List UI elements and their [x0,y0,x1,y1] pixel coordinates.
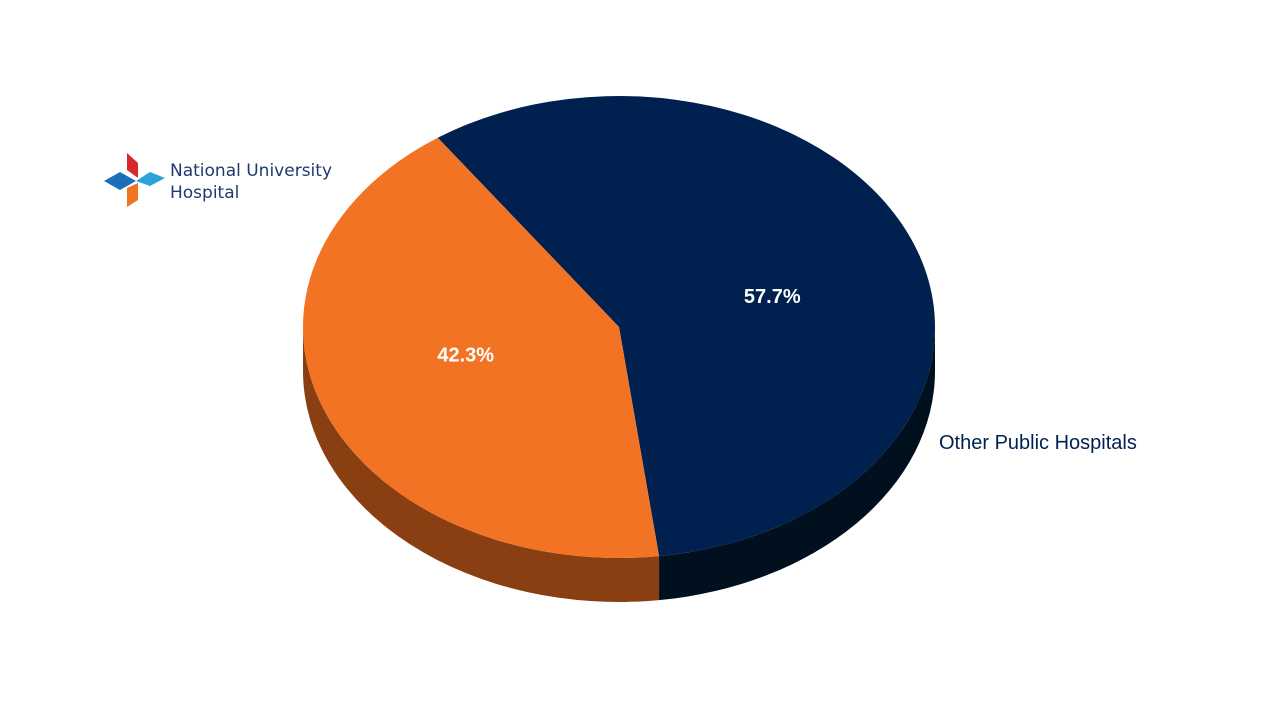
pie-slice [302,137,660,558]
pie-slice [437,96,935,557]
logo-icon [104,153,165,207]
pie-side [303,327,660,603]
data-label: 57.7% [744,286,801,308]
category-label: National University Hospital [170,161,332,203]
data-label: 42.3% [437,344,494,366]
category-label: Other Public Hospitals [939,432,1137,454]
pie-side [659,327,936,601]
